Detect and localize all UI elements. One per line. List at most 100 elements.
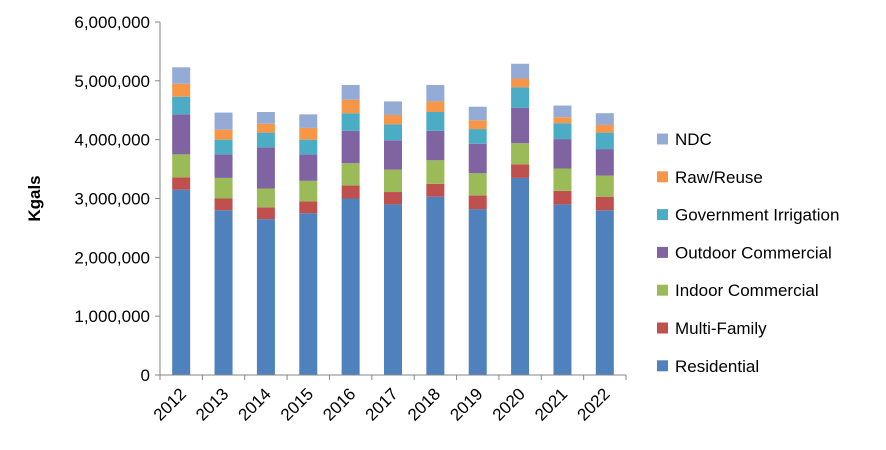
bar-segment <box>553 168 572 191</box>
x-tick-label: 2017 <box>362 384 402 424</box>
bar-segment <box>299 114 318 128</box>
bar-segment <box>214 177 233 199</box>
x-tick-label: 2019 <box>446 384 486 424</box>
bar-segment <box>426 196 445 375</box>
bar-segment <box>553 123 572 140</box>
x-tick-label: 2018 <box>404 384 444 424</box>
bar-segment <box>468 195 487 210</box>
bar-segment <box>468 120 487 130</box>
bar-segment <box>256 112 275 124</box>
legend-label: Residential <box>675 357 759 376</box>
y-tick-label: 4,000,000 <box>74 131 150 150</box>
bar-segment <box>341 113 360 131</box>
bar-segment <box>468 129 487 144</box>
y-tick-label: 2,000,000 <box>74 248 150 267</box>
bar-segment <box>468 143 487 174</box>
bar-segment <box>511 107 530 144</box>
bar-segment <box>256 123 275 133</box>
bar-segment <box>172 189 191 375</box>
bar-segment <box>299 127 318 140</box>
bar-segment <box>256 207 275 220</box>
x-tick-label: 2013 <box>192 384 232 424</box>
legend-swatch <box>657 360 668 372</box>
y-axis-title: Kgals <box>25 175 44 221</box>
bar-segment <box>426 112 445 131</box>
x-tick-label: 2015 <box>277 384 317 424</box>
legend-label: Raw/Reuse <box>675 168 763 187</box>
legend-swatch <box>657 171 668 183</box>
bar-segment <box>553 105 572 118</box>
bar-segment <box>256 188 275 208</box>
bar-segment <box>511 164 530 178</box>
bar-segment <box>468 106 487 121</box>
bar-segment <box>595 175 614 197</box>
bar-segment <box>172 83 191 97</box>
bar-segment <box>256 147 275 189</box>
legend-swatch <box>657 209 668 221</box>
legend-label: Multi-Family <box>675 319 767 338</box>
bar-segment <box>299 180 318 202</box>
bar-segment <box>384 124 402 141</box>
bar-segment <box>511 78 530 88</box>
bar-segment <box>214 154 233 178</box>
bar-segment <box>256 132 275 148</box>
bar-segment <box>426 160 445 184</box>
y-ticks-group: 0 1,000,000 2,000,000 3,000,000 4,000,000 5,0… <box>74 13 160 385</box>
bar-segment <box>172 96 191 115</box>
legend-label: Indoor Commercial <box>675 281 819 300</box>
bar-segment <box>214 210 233 375</box>
legend-swatch <box>657 322 668 334</box>
bar-segment <box>214 198 233 211</box>
bar-segment <box>214 112 233 130</box>
bar-segment <box>341 163 360 186</box>
bar-segment <box>214 129 233 140</box>
bar-segment <box>426 101 445 113</box>
bar-segment <box>384 101 402 115</box>
bar-segment <box>341 185 360 199</box>
bar-segment <box>553 117 572 124</box>
bar-segment <box>384 114 402 125</box>
bar-segment <box>511 143 530 165</box>
bar-segment <box>468 173 487 196</box>
x-ticks-group: 2012 2013 2014 2015 2016 2017 2018 2019 2020 2021… <box>150 375 627 425</box>
bar-segment <box>595 132 614 150</box>
bar-segment <box>511 87 530 108</box>
bar-segment <box>172 154 191 178</box>
bar-segment <box>341 198 360 375</box>
bars-group <box>172 63 614 375</box>
bar-segment <box>468 209 487 375</box>
bar-segment <box>384 169 402 193</box>
bar-segment <box>299 213 318 375</box>
legend: NDC Raw/Reuse Government Irrigation Outdoor… <box>657 130 839 376</box>
y-tick-label: 3,000,000 <box>74 190 150 209</box>
bar-segment <box>172 67 191 84</box>
bar-segment <box>341 99 360 114</box>
bar-segment <box>256 219 275 375</box>
legend-swatch <box>657 133 668 145</box>
bar-segment <box>595 149 614 176</box>
y-tick-label: 6,000,000 <box>74 13 150 32</box>
bar-segment <box>511 177 530 375</box>
y-tick-label: 5,000,000 <box>74 72 150 91</box>
bar-segment <box>595 113 614 125</box>
legend-swatch <box>657 284 668 296</box>
bar-segment <box>553 204 572 375</box>
legend-label: Outdoor Commercial <box>675 243 832 262</box>
bar-segment <box>426 130 445 161</box>
legend-label: Government Irrigation <box>675 206 839 225</box>
legend-swatch <box>657 246 668 258</box>
bar-segment <box>595 124 614 133</box>
y-tick-label: 0 <box>141 366 150 385</box>
x-tick-label: 2012 <box>150 384 190 424</box>
bar-segment <box>214 139 233 155</box>
x-tick-label: 2014 <box>235 384 275 424</box>
bar-segment <box>595 210 614 375</box>
bar-segment <box>553 139 572 169</box>
bar-segment <box>341 130 360 164</box>
legend-label: NDC <box>675 130 712 149</box>
bar-segment <box>426 183 445 197</box>
bar-segment <box>553 190 572 205</box>
bar-segment <box>299 154 318 181</box>
bar-segment <box>341 84 360 100</box>
